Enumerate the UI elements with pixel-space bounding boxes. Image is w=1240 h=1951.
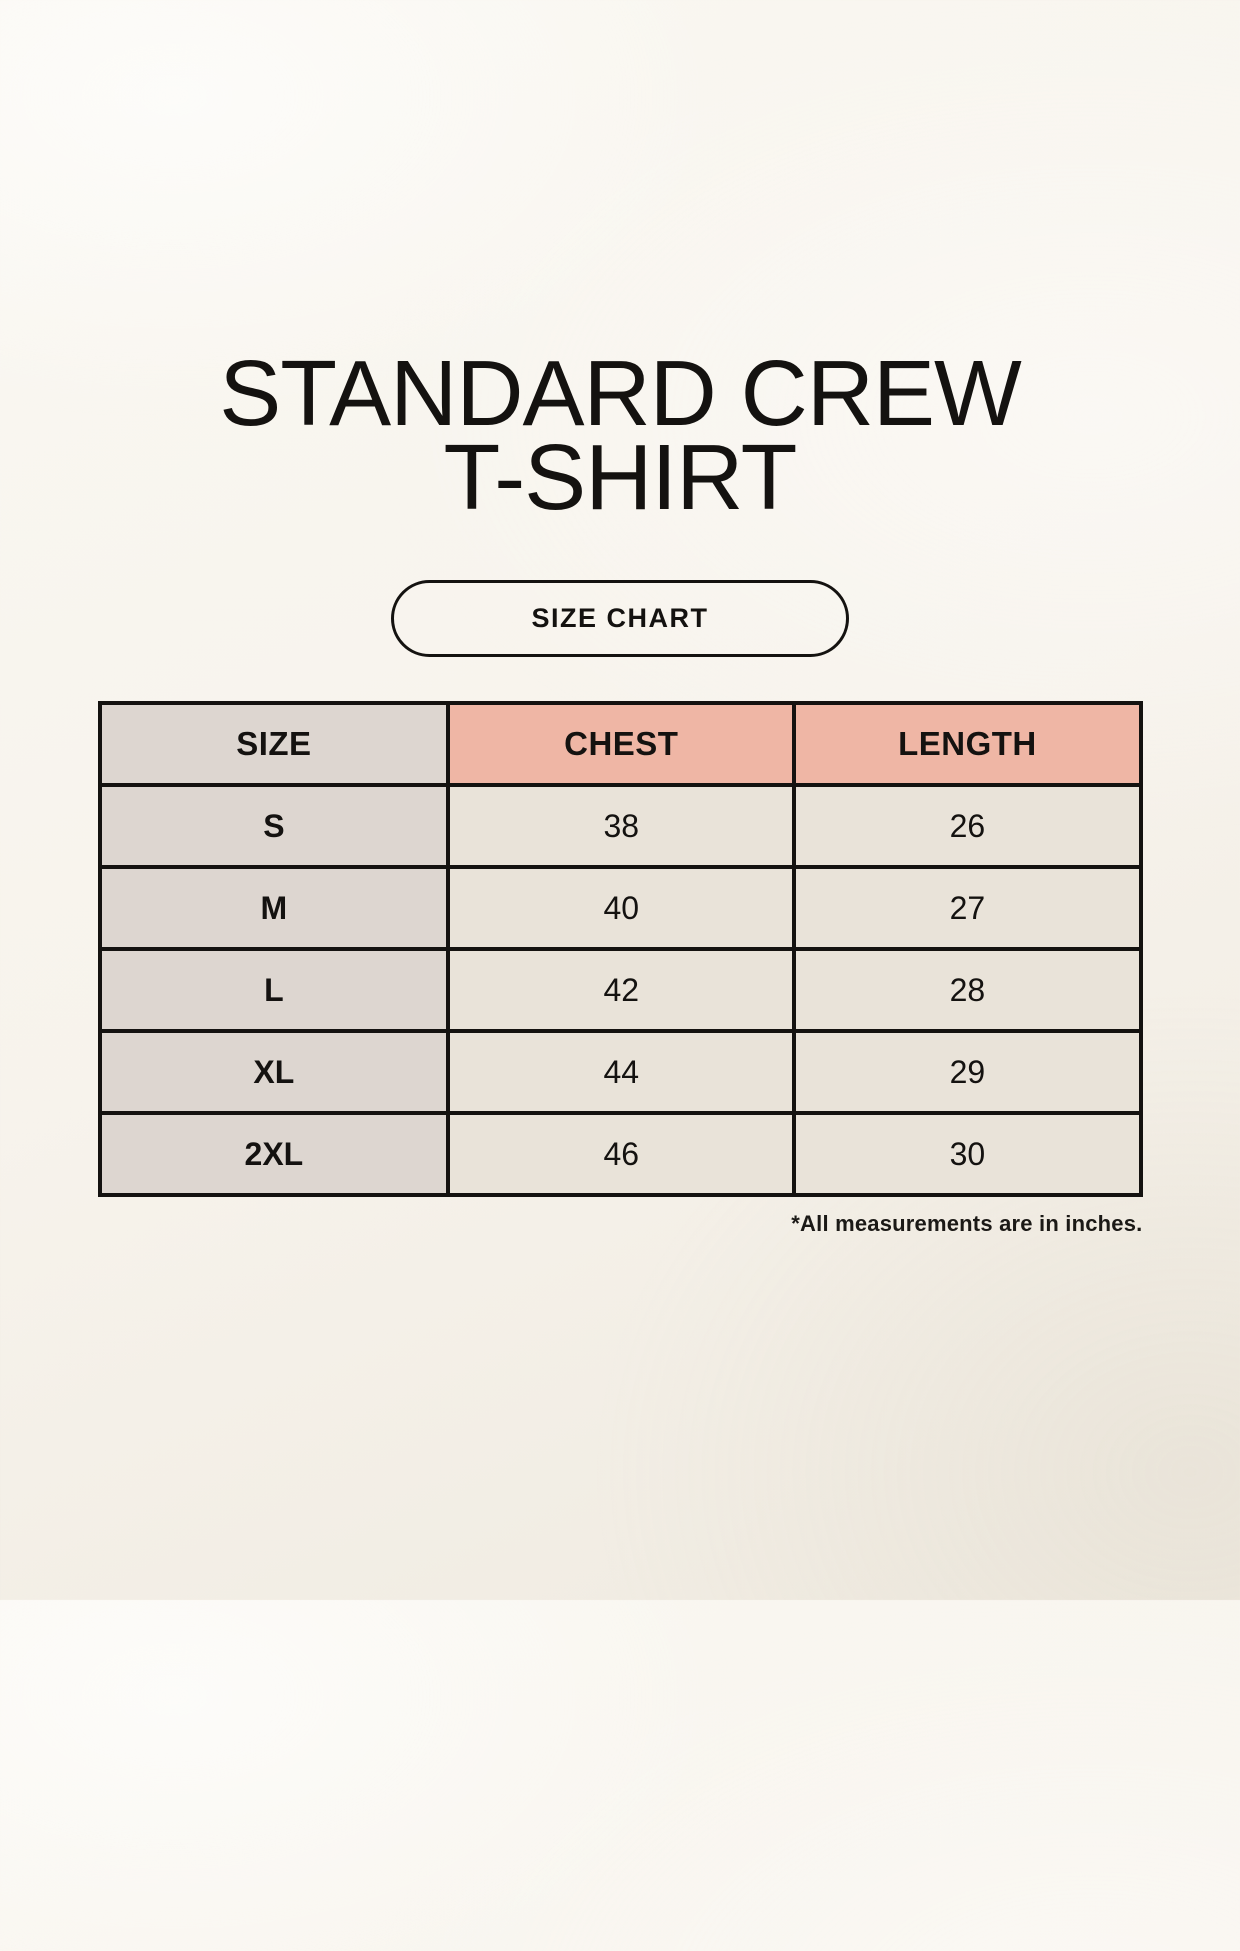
value-cell: 29 [792,1029,1143,1115]
size-table-body: S 38 26 M 40 27 L 42 28 XL 44 29 2XL 46 30 [97,783,1143,1197]
size-table: SIZE CHEST LENGTH S 38 26 M 40 27 L 42 28 XL 44 29 2XL… [97,701,1143,1197]
value-cell: 46 [446,1111,797,1197]
size-cell: 2XL [97,1111,451,1197]
value-cell: 28 [792,947,1143,1033]
product-title-line-1: STANDARD CREW [219,341,1022,445]
value-cell: 38 [446,783,797,869]
table-row: 2XL 46 30 [97,1111,1143,1197]
header-cell-chest: CHEST [446,701,797,787]
size-cell: L [97,947,451,1033]
size-cell: M [97,865,451,951]
value-cell: 42 [446,947,797,1033]
header-cell-length: LENGTH [792,701,1143,787]
table-row: L 42 28 [97,947,1143,1033]
value-cell: 40 [446,865,797,951]
size-chart-button[interactable]: SIZE CHART [391,580,849,657]
size-cell: XL [97,1029,451,1115]
table-row: M 40 27 [97,865,1143,951]
size-cell: S [97,783,451,869]
value-cell: 30 [792,1111,1143,1197]
product-title-line-2: T-SHIRT [443,425,798,529]
value-cell: 27 [792,865,1143,951]
table-row: S 38 26 [97,783,1143,869]
page-background: { "page": { "title": { "line1": "STANDAR… [0,347,1240,1951]
table-row: XL 44 29 [97,1029,1143,1115]
measurements-footnote: *All measurements are in inches. [791,1211,1143,1236]
header-cell-size: SIZE [97,701,451,787]
value-cell: 44 [446,1029,797,1115]
product-title: STANDARD CREW T-SHIRT [0,347,1240,524]
value-cell: 26 [792,783,1143,869]
size-table-header-row: SIZE CHEST LENGTH [97,701,1143,787]
